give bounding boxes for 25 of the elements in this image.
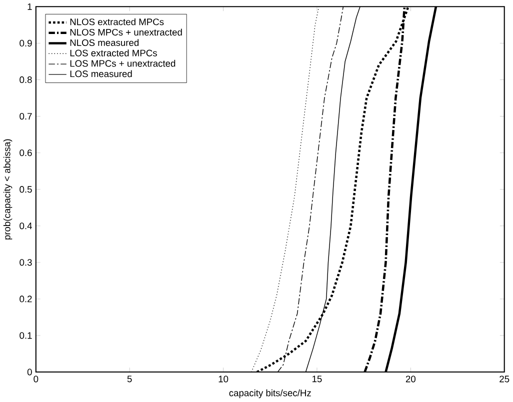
- legend-label: NLOS MPCs + unextracted: [70, 28, 182, 36]
- y-tick-label: 0.6: [20, 150, 32, 156]
- y-tick-label: 0.5: [20, 186, 32, 193]
- x-tick-label: 5: [127, 376, 132, 382]
- y-tick-label: 0.1: [20, 332, 32, 340]
- x-tick-label: 20: [406, 376, 416, 383]
- legend-label: LOS MPCs + unextracted: [70, 60, 176, 67]
- y-tick-label: 0.4: [20, 222, 32, 230]
- legend-label: NLOS extracted MPCs: [70, 18, 164, 26]
- y-tick-label: 0.7: [20, 113, 32, 120]
- x-tick-label: 0: [34, 376, 38, 383]
- legend-label: LOS measured: [70, 70, 132, 78]
- x-tick-label: 25: [500, 376, 510, 383]
- y-tick-label: 0.9: [20, 40, 32, 47]
- y-tick-label: 0: [27, 368, 32, 376]
- y-tick-label: 0.8: [20, 76, 32, 84]
- legend-label: LOS extracted MPCs: [70, 50, 157, 57]
- legend-label: NLOS measured: [70, 39, 139, 46]
- y-tick-label: 1: [28, 4, 32, 10]
- x-tick-label: 10: [218, 376, 228, 383]
- x-axis-title: capacity bits/sec/Hz: [229, 390, 311, 398]
- y-tick-label: 0.3: [20, 259, 32, 266]
- y-axis-title: prob(capacity < abcissa): [3, 139, 12, 240]
- y-tick-label: 0.2: [20, 296, 32, 302]
- x-tick-label: 15: [312, 376, 322, 382]
